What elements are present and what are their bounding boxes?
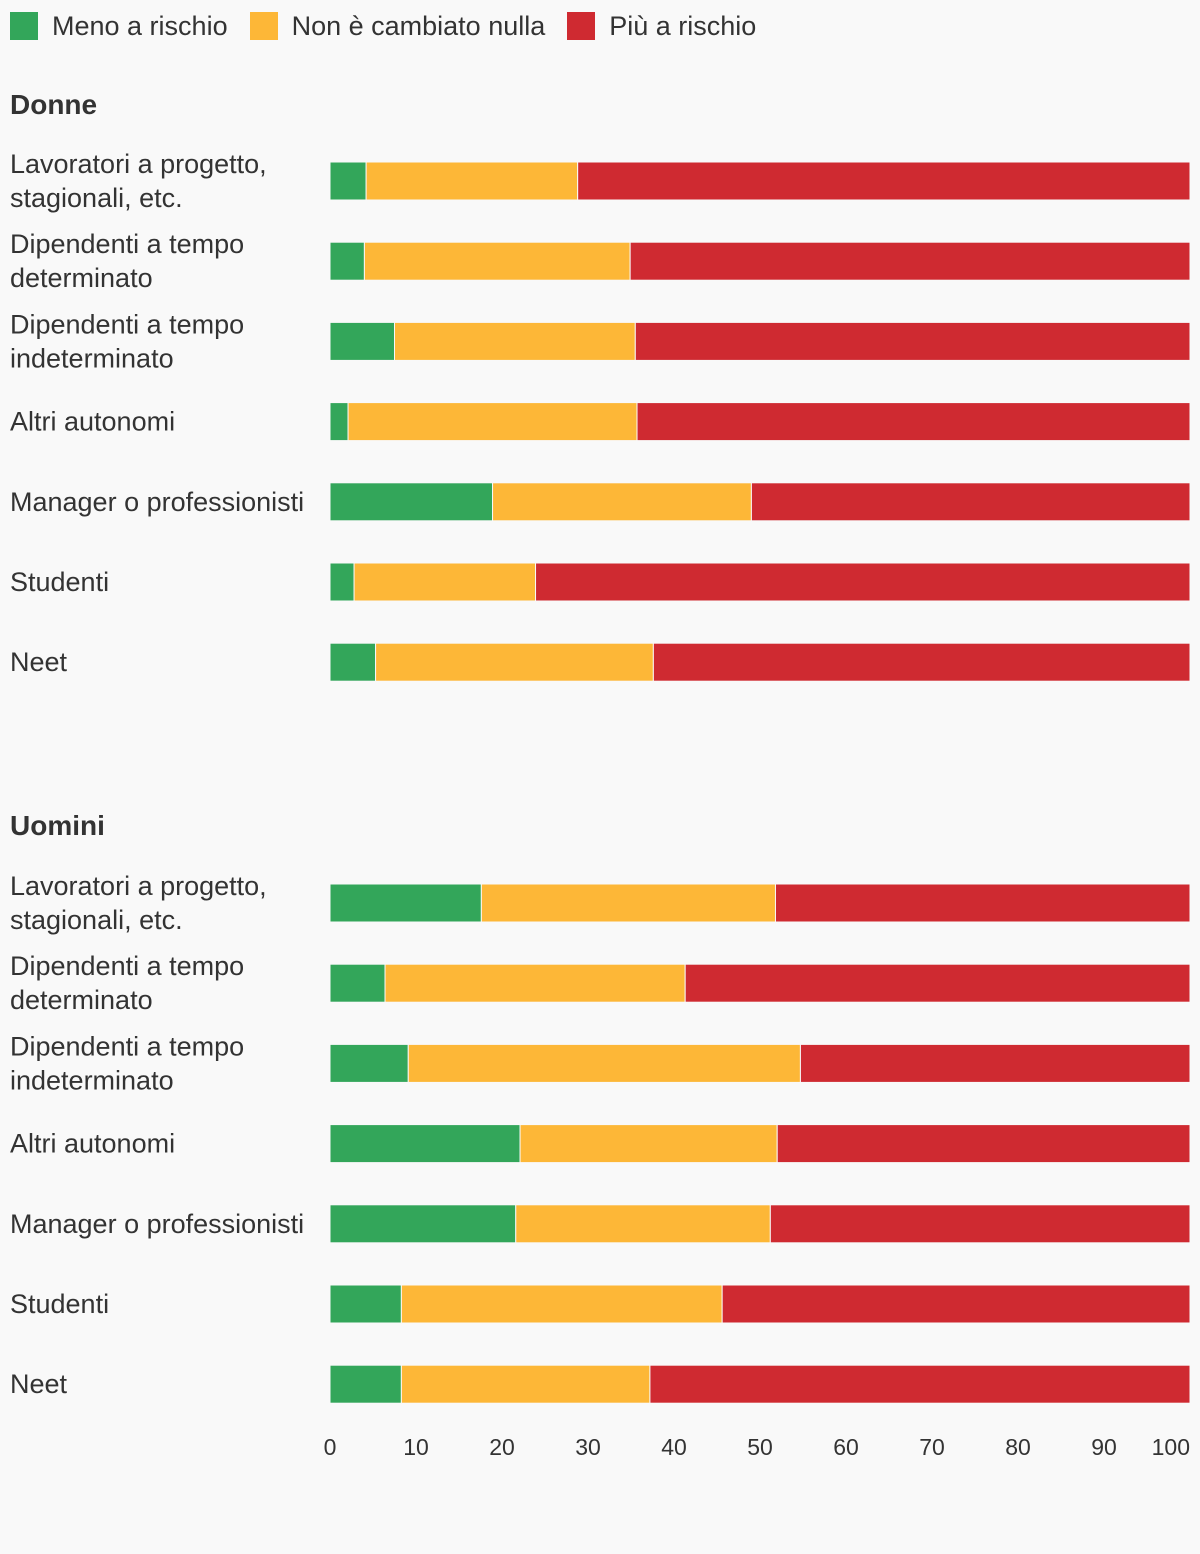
legend-item-piu[interactable]: Più a rischio (567, 8, 756, 44)
x-tick-label: 40 (661, 1434, 687, 1460)
bar-donne-piu-a-rischio (577, 161, 1191, 201)
bar-donne-non-e-cambiato-nulla (375, 642, 654, 682)
x-tick-label: 90 (1091, 1434, 1117, 1460)
x-tick-label: 20 (489, 1434, 515, 1460)
legend-swatch-meno (10, 12, 38, 40)
category-label: Studenti (10, 1289, 109, 1319)
bar-uomini-non-e-cambiato-nulla (384, 963, 686, 1003)
category-label: Studenti (10, 567, 109, 597)
legend-label-piu: Più a rischio (609, 11, 757, 41)
bar-donne-piu-a-rischio (634, 321, 1191, 361)
bar-donne-non-e-cambiato-nulla (347, 402, 638, 442)
bar-uomini-non-e-cambiato-nulla (400, 1284, 723, 1324)
bar-donne-meno-a-rischio (329, 562, 355, 602)
category-label: Manager o professionisti (10, 487, 304, 517)
bar-donne-piu-a-rischio (652, 642, 1191, 682)
bar-donne-non-e-cambiato-nulla (394, 321, 636, 361)
category-label: Dipendenti a tempo determinato (10, 951, 244, 1015)
bar-donne-non-e-cambiato-nulla (353, 562, 537, 602)
category-label: Neet (10, 647, 68, 677)
bar-uomini-meno-a-rischio (329, 883, 482, 923)
bar-donne-meno-a-rischio (329, 402, 349, 442)
x-tick-label: 30 (575, 1434, 601, 1460)
x-tick-label: 50 (747, 1434, 773, 1460)
bar-uomini-piu-a-rischio (721, 1284, 1191, 1324)
bar-donne-non-e-cambiato-nulla (365, 161, 579, 201)
category-label: Lavoratori a progetto, stagionali, etc. (10, 149, 267, 213)
bar-donne-non-e-cambiato-nulla (363, 241, 631, 281)
bar-uomini-piu-a-rischio (799, 1043, 1191, 1083)
category-label: Dipendenti a tempo indeterminato (10, 1031, 244, 1095)
legend: Meno a rischio Non è cambiato nulla Più … (10, 8, 778, 44)
bar-uomini-meno-a-rischio (329, 1043, 409, 1083)
panel-title-donne: Donne (10, 89, 97, 120)
bar-uomini-piu-a-rischio (684, 963, 1191, 1003)
bar-donne-piu-a-rischio (636, 402, 1191, 442)
bar-uomini-non-e-cambiato-nulla (480, 883, 776, 923)
bar-uomini-piu-a-rischio (776, 1124, 1191, 1164)
x-tick-label: 60 (833, 1434, 859, 1460)
category-label: Lavoratori a progetto, stagionali, etc. (10, 871, 267, 935)
bar-uomini-piu-a-rischio (649, 1364, 1191, 1404)
bar-uomini-meno-a-rischio (329, 963, 386, 1003)
category-label: Dipendenti a tempo determinato (10, 229, 244, 293)
category-label: Altri autonomi (10, 1129, 175, 1159)
bar-donne-meno-a-rischio (329, 321, 395, 361)
x-tick-label: 10 (403, 1434, 429, 1460)
bar-uomini-meno-a-rischio (329, 1284, 402, 1324)
bar-donne-meno-a-rischio (329, 241, 365, 281)
x-tick-label: 70 (919, 1434, 945, 1460)
category-label: Dipendenti a tempo indeterminato (10, 309, 244, 373)
bar-donne-non-e-cambiato-nulla (492, 482, 752, 522)
legend-label-invariato: Non è cambiato nulla (291, 11, 546, 41)
legend-item-meno[interactable]: Meno a rischio (10, 8, 228, 44)
bar-uomini-meno-a-rischio (329, 1364, 402, 1404)
legend-label-meno: Meno a rischio (52, 11, 228, 41)
legend-swatch-piu (567, 12, 596, 40)
bar-donne-meno-a-rischio (329, 482, 494, 522)
legend-item-invariato[interactable]: Non è cambiato nulla (249, 8, 546, 44)
bar-donne-meno-a-rischio (329, 642, 377, 682)
bar-uomini-non-e-cambiato-nulla (515, 1204, 771, 1244)
bar-uomini-meno-a-rischio (329, 1204, 517, 1244)
bar-uomini-non-e-cambiato-nulla (400, 1364, 651, 1404)
panel-title-uomini: Uomini (10, 810, 105, 841)
x-tick-label: 0 (324, 1434, 337, 1460)
category-label: Manager o professionisti (10, 1209, 304, 1239)
bar-uomini-non-e-cambiato-nulla (519, 1124, 778, 1164)
bar-donne-meno-a-rischio (329, 161, 367, 201)
category-label: Altri autonomi (10, 407, 175, 437)
category-label: Neet (10, 1369, 68, 1399)
x-tick-label: 80 (1005, 1434, 1031, 1460)
legend-swatch-invariato (249, 12, 278, 40)
x-tick-label: 100 (1152, 1434, 1190, 1460)
bar-uomini-piu-a-rischio (769, 1204, 1191, 1244)
bar-uomini-piu-a-rischio (774, 883, 1191, 923)
bar-donne-piu-a-rischio (535, 562, 1191, 602)
bar-donne-piu-a-rischio (750, 482, 1191, 522)
bar-donne-piu-a-rischio (629, 241, 1191, 281)
bar-uomini-meno-a-rischio (329, 1124, 521, 1164)
bar-uomini-non-e-cambiato-nulla (407, 1043, 801, 1083)
